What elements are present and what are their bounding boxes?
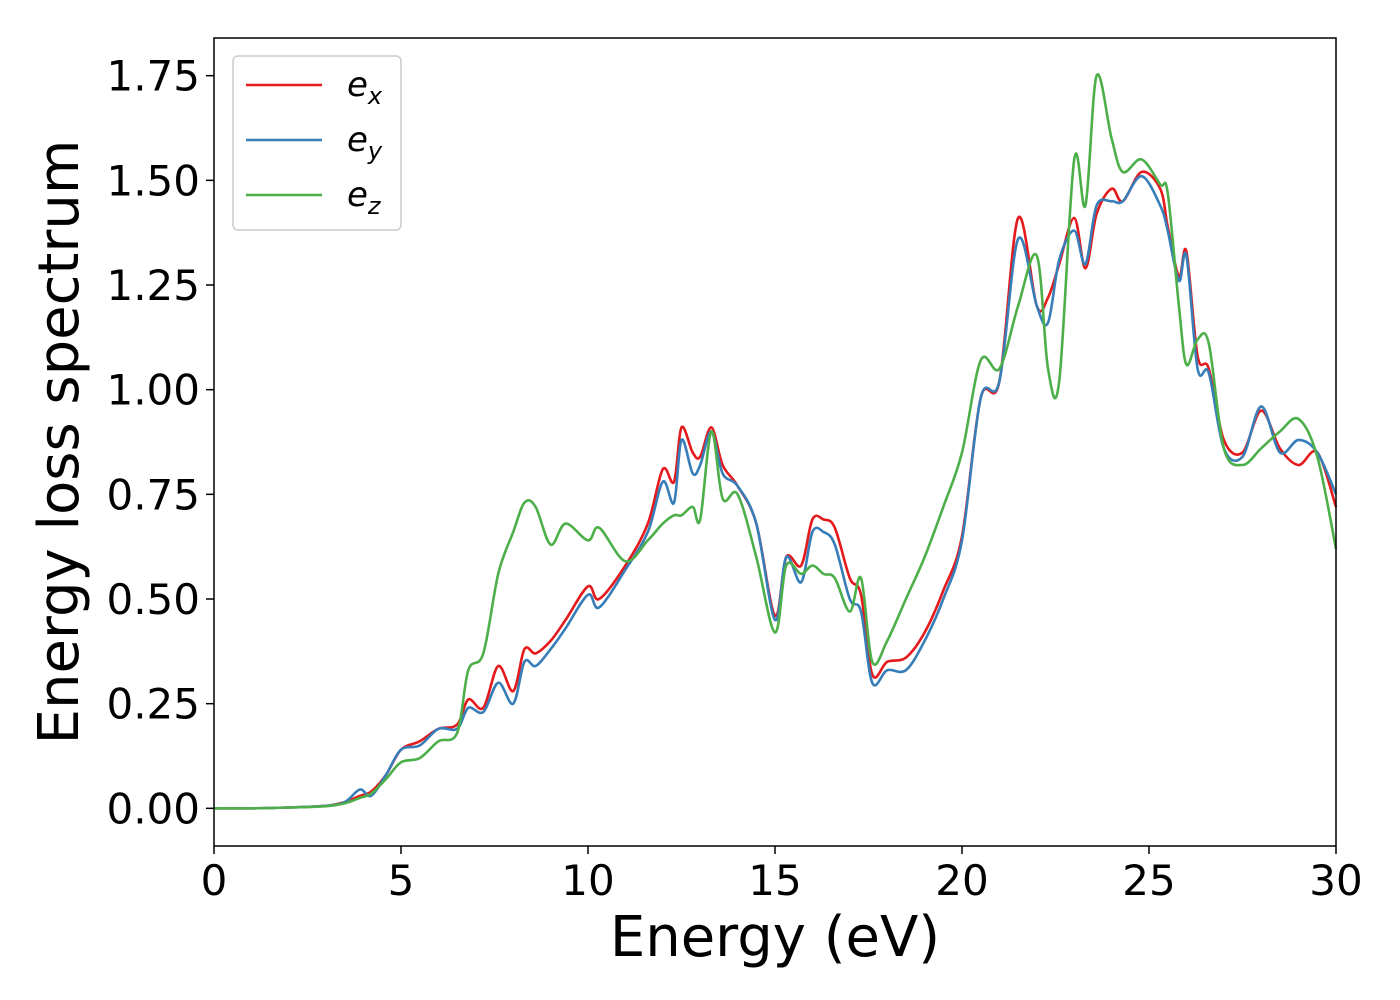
series-line-ey: [213, 174, 1338, 810]
x-axis-title: Energy (eV): [610, 905, 940, 970]
y-axis: 0.00 0.25 0.50 0.75 1.00 1.25 1.50 1.75: [106, 52, 214, 833]
x-tick-label: 0: [201, 856, 228, 905]
legend-label-ez: ez: [347, 175, 382, 220]
legend: ex ey ez: [232, 55, 402, 231]
y-tick-label: 1.25: [106, 261, 200, 310]
y-tick-label: 1.50: [106, 156, 200, 205]
legend-label-ex: ex: [347, 65, 383, 110]
series-line-ex: [213, 170, 1338, 810]
y-tick-label: 0.75: [106, 470, 200, 519]
series-layer: [213, 73, 1338, 810]
x-axis: 0 5 10 15 20 25 30: [201, 846, 1363, 905]
x-tick-label: 30: [1309, 856, 1362, 905]
x-tick-label: 15: [748, 856, 801, 905]
y-tick-label: 1.75: [106, 52, 200, 101]
legend-label-ey: ey: [347, 120, 383, 165]
legend-box: [232, 55, 402, 231]
y-tick-label: 1.00: [106, 366, 200, 415]
x-tick-label: 10: [561, 856, 614, 905]
y-tick-label: 0.50: [106, 575, 200, 624]
x-tick-label: 5: [388, 856, 415, 905]
y-tick-label: 0.00: [106, 784, 200, 833]
x-tick-label: 20: [935, 856, 988, 905]
y-axis-title: Energy loss spectrum: [27, 140, 92, 745]
x-tick-label: 25: [1122, 856, 1175, 905]
series-line-ez: [213, 73, 1338, 810]
y-tick-label: 0.25: [106, 680, 200, 729]
